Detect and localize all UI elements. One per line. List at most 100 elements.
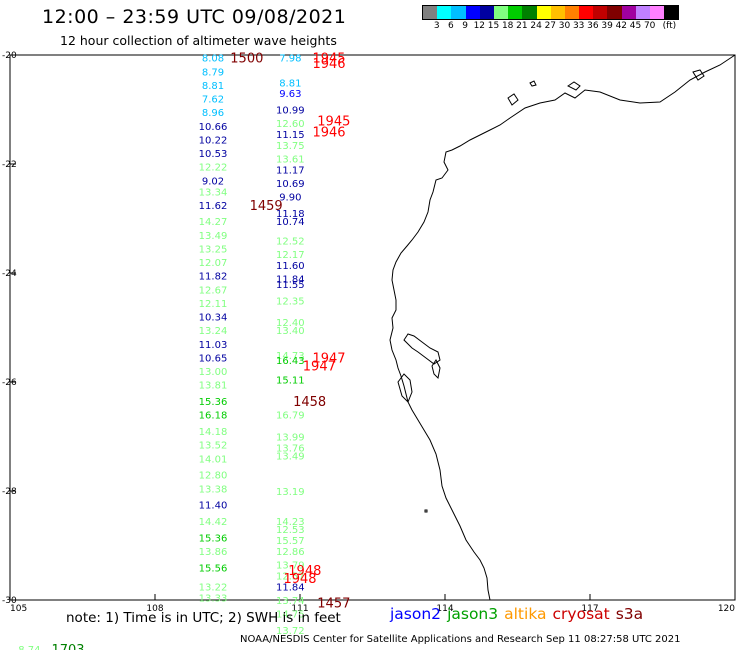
pass-time-stamp: 1458 (293, 395, 326, 410)
pass-time-stamp: 1946 (312, 57, 345, 72)
colorbar-tick-label: 45 (629, 21, 642, 31)
colorbar-swatch (593, 6, 608, 19)
track-a-wave-height: 8.81 (202, 81, 224, 92)
colorbar-tick-label: 12 (473, 21, 486, 31)
colorbar-tick-label: 24 (530, 21, 542, 31)
track-a-wave-height: 14.01 (199, 454, 228, 465)
track-b-wave-height: 14.75 (276, 610, 305, 621)
colorbar-tick-label: 27 (544, 21, 557, 31)
colorbar-swatch (607, 6, 622, 19)
track-a-wave-height: 13.38 (199, 484, 228, 495)
track-b-wave-height: 13.79 (276, 561, 305, 572)
lon-tick-label: 114 (436, 604, 453, 614)
colorbar-tick-label: 36 (587, 21, 599, 31)
satellite-legend-altika: altika (504, 605, 547, 623)
track-a-wave-height: 13.25 (199, 244, 228, 255)
track-b-wave-height: 10.99 (276, 106, 305, 117)
lon-tick-label: 120 (718, 604, 735, 614)
track-b-wave-height: 10.69 (276, 179, 305, 190)
pass-time-stamp: 1703 (51, 643, 84, 650)
track-b-wave-height: 11.15 (276, 130, 305, 141)
lat-tick-label: -28 (2, 487, 17, 497)
colorbar-unit: (ft) (662, 21, 677, 31)
track-b-wave-height: 13.61 (276, 155, 305, 166)
track-a-wave-height: 13.52 (199, 441, 228, 452)
track-b-wave-height: 13.19 (276, 487, 305, 498)
track-a-wave-height: 13.00 (199, 367, 228, 378)
colorbar-tick-label: 70 (643, 21, 656, 31)
lat-tick-label: -22 (2, 160, 17, 170)
dampier-island (567, 81, 581, 91)
colorbar-swatch (451, 6, 466, 19)
track-a-wave-height: 13.49 (199, 231, 228, 242)
track-b-wave-height: 8.81 (279, 78, 301, 89)
lat-tick-label: -24 (2, 269, 17, 279)
track-b-wave-height: 13.49 (276, 452, 305, 463)
track-b-wave-height: 9.63 (279, 89, 301, 100)
track-b-wave-height: 7.98 (279, 54, 301, 65)
track-b-wave-height: 14.73 (276, 351, 305, 362)
pass-time-stamps: 1500 194519461945194614591947194714581948… (51, 52, 350, 650)
track-b-wave-height: 15.57 (276, 536, 305, 547)
pass-time-stamp: 1457 (317, 597, 350, 612)
track-b-wave-height: 12.52 (276, 236, 305, 247)
colorbar-swatches (422, 5, 680, 20)
colorbar-tick-label: 39 (601, 21, 613, 31)
track-b-wave-height: 11.60 (276, 261, 305, 272)
track-b-wave-height: 10.74 (276, 217, 305, 228)
track-b-wave-height: 11.18 (276, 209, 305, 220)
shark-bay-peninsula (403, 333, 441, 365)
coastal-island (529, 80, 537, 87)
colorbar-tick-label: 30 (558, 21, 571, 31)
track-a-wave-height: 11.03 (199, 340, 228, 351)
track-b-wave-height: 16.43 (276, 356, 305, 367)
track-a-wave-height: 12.22 (199, 163, 228, 174)
satellite-legend-s3a: s3a (615, 605, 644, 623)
barrow-island (507, 93, 519, 106)
pass-time-stamp: 1945 (312, 52, 345, 67)
track-a-wave-height: 16.18 (199, 411, 228, 422)
track-a-wave-height: 10.22 (199, 135, 228, 146)
track-a-wave-height: 7.62 (202, 95, 224, 106)
satellite-legend-jason2: jason2 (390, 605, 442, 623)
colorbar-swatch (465, 6, 480, 19)
track-b-wave-height: 15.11 (276, 375, 305, 386)
track-b-wave-height: 12.17 (276, 250, 305, 261)
track-a-wave-height: 15.56 (199, 563, 228, 574)
lat-tick-label: -30 (2, 596, 17, 606)
track-b-wave-height: 13.76 (276, 443, 305, 454)
footer-note: note: 1) Time is in UTC; 2) SWH is in fe… (66, 610, 341, 626)
track-a-wave-height: 12.07 (199, 258, 228, 269)
track-a-wave-height: 14.18 (199, 427, 228, 438)
colorbar-tick-label: 21 (516, 21, 528, 31)
corner-wave-height: 8.74 (18, 645, 40, 650)
track-a-wave-height: 12.11 (199, 299, 228, 310)
track-a-wave-height: 11.62 (199, 201, 228, 212)
track-b-wave-height: 13.40 (276, 326, 305, 337)
colorbar-swatch (536, 6, 551, 19)
track-b-wave-height: 11.55 (276, 280, 305, 291)
colorbar-swatch (522, 6, 537, 19)
track-a-wave-height: 11.82 (199, 272, 228, 283)
track-b-wave-height: 12.40 (276, 318, 305, 329)
lon-tick-label: 108 (146, 604, 163, 614)
track-b-wave-height: 13.75 (276, 141, 305, 152)
pass-time-stamp: 1500 (230, 52, 263, 67)
track-a-wave-height: 13.81 (199, 381, 228, 392)
abrolhos-island (424, 509, 428, 513)
lon-tick-label: 117 (581, 604, 598, 614)
track-b-wave-height: 12.57 (276, 571, 305, 582)
lon-tick-label: 111 (291, 604, 308, 614)
track-a-wave-height: 8.08 (202, 54, 224, 65)
colorbar-tick-labels: 3 6 9 12 15 18 21 24 27 30 33 36 39 42 45 70 (ft) (422, 20, 679, 34)
track-a-wave-height: 13.34 (199, 187, 228, 198)
pass-time-stamp: 1947 (303, 360, 336, 375)
track-a-wave-height: 10.65 (199, 353, 228, 364)
lat-tick-label: -20 (2, 51, 17, 61)
colorbar-swatch (437, 6, 452, 19)
map-subtitle: 12 hour collection of altimeter wave hei… (60, 33, 337, 48)
colorbar-swatch (650, 6, 665, 19)
colorbar-tick-label: 18 (501, 21, 514, 31)
